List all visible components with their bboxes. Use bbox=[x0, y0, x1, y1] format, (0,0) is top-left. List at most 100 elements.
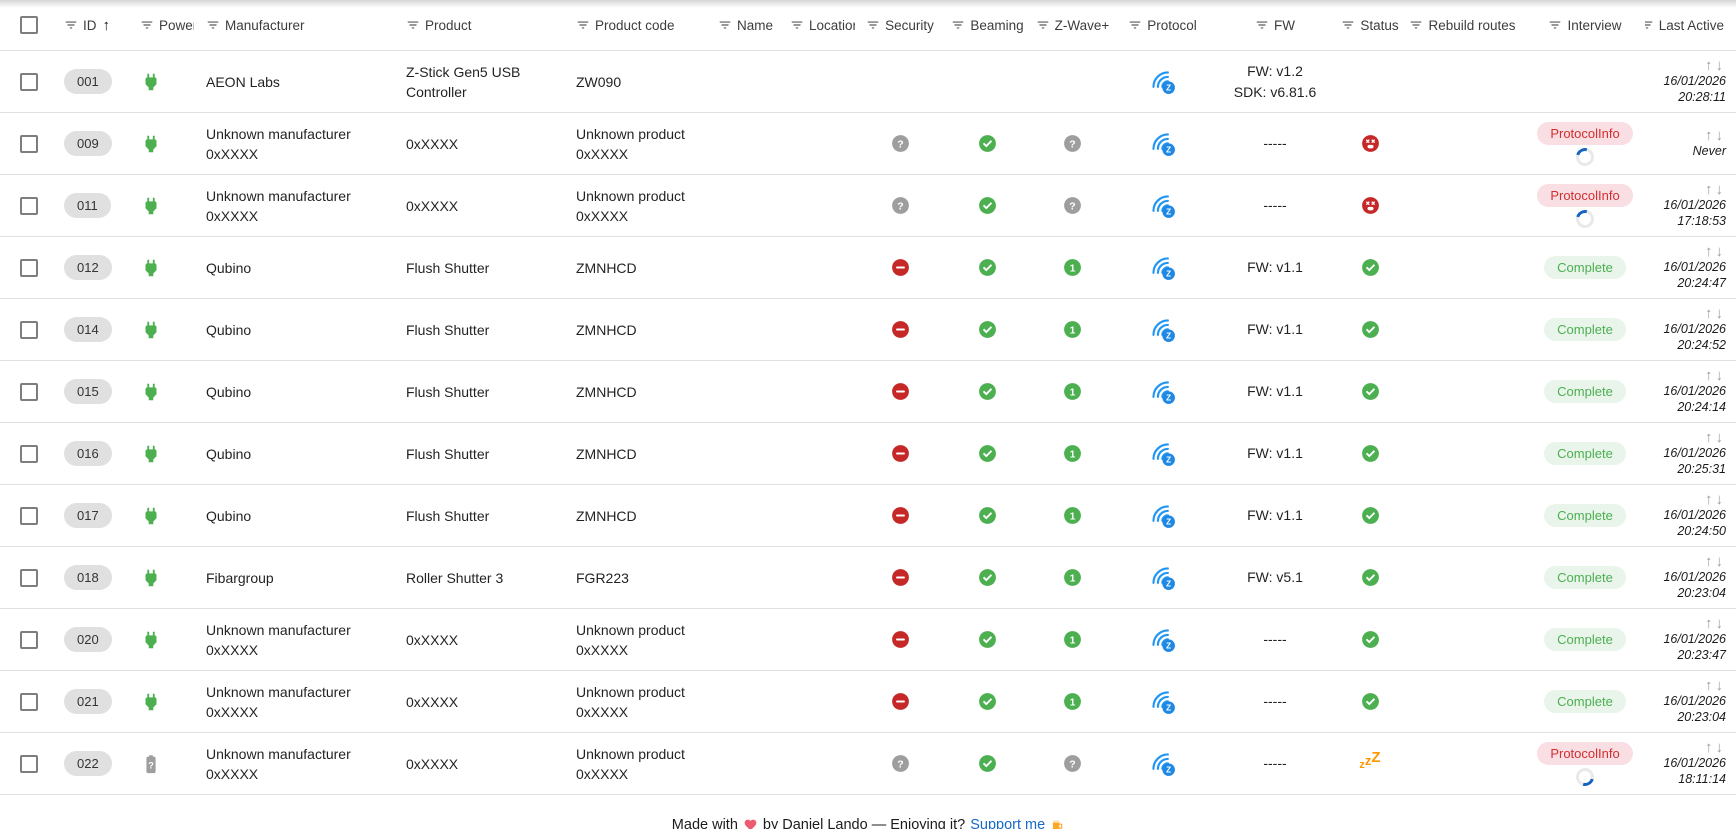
column-header-product[interactable]: Product bbox=[394, 0, 564, 50]
filter-icon[interactable] bbox=[576, 18, 590, 32]
filter-icon[interactable] bbox=[140, 18, 154, 32]
one-circle-icon: 1 bbox=[1062, 629, 1083, 650]
filter-icon[interactable] bbox=[1409, 18, 1423, 32]
filter-icon[interactable] bbox=[1255, 18, 1269, 32]
row-checkbox[interactable] bbox=[20, 382, 38, 401]
zwave-plus-cell: 1 bbox=[1030, 609, 1115, 670]
row-checkbox[interactable] bbox=[20, 630, 38, 649]
row-checkbox[interactable] bbox=[20, 258, 38, 277]
row-checkbox[interactable] bbox=[20, 568, 38, 587]
table-row[interactable]: 022 ? Unknown manufacturer 0xXXXX 0xXXXX… bbox=[0, 732, 1736, 794]
column-label-manufacturer: Manufacturer bbox=[225, 17, 305, 33]
row-checkbox[interactable] bbox=[20, 754, 38, 773]
table-row[interactable]: 020 Unknown manufacturer 0xXXXX 0xXXXX U… bbox=[0, 608, 1736, 670]
filter-icon[interactable] bbox=[1128, 18, 1142, 32]
filter-icon[interactable] bbox=[1036, 18, 1050, 32]
table-row[interactable]: 021 Unknown manufacturer 0xXXXX 0xXXXX U… bbox=[0, 670, 1736, 732]
column-label-rebuild: Rebuild routes bbox=[1428, 17, 1516, 33]
row-checkbox[interactable] bbox=[20, 444, 38, 463]
name-cell bbox=[706, 547, 778, 608]
table-row[interactable]: 001 AEON Labs Z-Stick Gen5 USB Controlle… bbox=[0, 50, 1736, 112]
row-checkbox[interactable] bbox=[20, 134, 38, 153]
power-source-cell bbox=[132, 299, 194, 360]
column-header-beaming[interactable]: Beaming bbox=[945, 0, 1030, 50]
zwave-plus-cell: 1 bbox=[1030, 547, 1115, 608]
table-row[interactable]: 016 Qubino Flush Shutter ZMNHCD 1 Z FW: … bbox=[0, 422, 1736, 484]
filter-icon[interactable] bbox=[406, 18, 420, 32]
table-row[interactable]: 014 Qubino Flush Shutter ZMNHCD 1 Z FW: … bbox=[0, 298, 1736, 360]
column-header-location[interactable]: Location bbox=[778, 0, 855, 50]
fw-cell: FW: v1.1 bbox=[1210, 361, 1340, 422]
column-header-manufacturer[interactable]: Manufacturer bbox=[194, 0, 394, 50]
support-me-link[interactable]: Support me bbox=[970, 817, 1046, 829]
filter-icon[interactable] bbox=[790, 18, 804, 32]
interview-complete-chip: Complete bbox=[1544, 380, 1626, 403]
beaming-cell bbox=[945, 175, 1030, 236]
fw-cell: FW: v1.1 bbox=[1210, 237, 1340, 298]
check-circle-icon bbox=[1360, 629, 1381, 650]
zwave-signal-icon: Z bbox=[1150, 131, 1176, 157]
fw-cell: ----- bbox=[1210, 671, 1340, 732]
status-cell: zzZ bbox=[1340, 733, 1400, 794]
column-header-id[interactable]: ID ↑ bbox=[60, 0, 132, 50]
last-active-cell: ↑↓ 16/01/2026 20:23:04 bbox=[1645, 671, 1736, 732]
filter-icon[interactable] bbox=[1341, 18, 1355, 32]
filter-icon[interactable] bbox=[1645, 18, 1654, 32]
select-all-checkbox[interactable] bbox=[20, 16, 38, 34]
table-row[interactable]: 018 Fibargroup Roller Shutter 3 FGR223 1… bbox=[0, 546, 1736, 608]
column-header-last[interactable]: Last Active bbox=[1645, 0, 1736, 50]
arrow-down-icon: ↓ bbox=[1715, 677, 1726, 694]
fw-cell: FW: v5.1 bbox=[1210, 547, 1340, 608]
name-cell bbox=[706, 485, 778, 546]
filter-icon[interactable] bbox=[951, 18, 965, 32]
select-all-cell bbox=[0, 0, 60, 50]
column-header-status[interactable]: Status bbox=[1340, 0, 1400, 50]
column-header-rebuild[interactable]: Rebuild routes bbox=[1400, 0, 1525, 50]
row-checkbox[interactable] bbox=[20, 196, 38, 215]
column-header-protocol[interactable]: Protocol bbox=[1115, 0, 1210, 50]
column-label-beaming: Beaming bbox=[970, 17, 1024, 33]
column-header-fw[interactable]: FW bbox=[1210, 0, 1340, 50]
product-code-cell: Unknown product 0xXXXX bbox=[576, 621, 685, 658]
table-row[interactable]: 011 Unknown manufacturer 0xXXXX 0xXXXX U… bbox=[0, 174, 1736, 236]
row-select-cell bbox=[0, 609, 60, 670]
column-header-zwave[interactable]: Z-Wave+ bbox=[1030, 0, 1115, 50]
last-active-value: Never bbox=[1692, 144, 1726, 158]
column-header-name[interactable]: Name bbox=[706, 0, 778, 50]
column-header-security[interactable]: Security bbox=[855, 0, 945, 50]
power-plug-icon bbox=[140, 71, 162, 93]
filter-icon[interactable] bbox=[866, 18, 880, 32]
table-row[interactable]: 009 Unknown manufacturer 0xXXXX 0xXXXX U… bbox=[0, 112, 1736, 174]
node-id-cell: 014 bbox=[60, 299, 132, 360]
dead-face-icon bbox=[1360, 195, 1381, 216]
row-checkbox[interactable] bbox=[20, 506, 38, 525]
row-select-cell bbox=[0, 361, 60, 422]
filter-icon[interactable] bbox=[206, 18, 220, 32]
minus-circle-icon bbox=[890, 381, 911, 402]
location-cell bbox=[778, 609, 855, 670]
svg-text:Z: Z bbox=[1166, 145, 1171, 154]
column-header-code[interactable]: Product code bbox=[564, 0, 706, 50]
column-header-interview[interactable]: Interview bbox=[1525, 0, 1645, 50]
row-checkbox[interactable] bbox=[20, 320, 38, 339]
table-row[interactable]: 017 Qubino Flush Shutter ZMNHCD 1 Z FW: … bbox=[0, 484, 1736, 546]
product-cell: 0xXXXX bbox=[406, 135, 459, 152]
table-row[interactable]: 012 Qubino Flush Shutter ZMNHCD 1 Z FW: … bbox=[0, 236, 1736, 298]
column-header-power[interactable]: Power bbox=[132, 0, 194, 50]
product-cell: 0xXXXX bbox=[406, 693, 459, 710]
arrow-up-icon: ↑ bbox=[1705, 305, 1716, 322]
row-checkbox[interactable] bbox=[20, 72, 38, 91]
product-cell: Z-Stick Gen5 USB Controller bbox=[406, 63, 521, 100]
row-checkbox[interactable] bbox=[20, 692, 38, 711]
filter-icon[interactable] bbox=[64, 18, 78, 32]
svg-text:1: 1 bbox=[1070, 573, 1076, 584]
table-row[interactable]: 015 Qubino Flush Shutter ZMNHCD 1 Z FW: … bbox=[0, 360, 1736, 422]
power-plug-icon bbox=[140, 133, 162, 155]
interview-cell: Complete bbox=[1525, 237, 1645, 298]
filter-icon[interactable] bbox=[1548, 18, 1562, 32]
filter-icon[interactable] bbox=[718, 18, 732, 32]
product-cell: 0xXXXX bbox=[406, 197, 459, 214]
security-cell bbox=[855, 547, 945, 608]
security-cell: ? bbox=[855, 113, 945, 174]
rebuild-routes-cell bbox=[1400, 547, 1525, 608]
